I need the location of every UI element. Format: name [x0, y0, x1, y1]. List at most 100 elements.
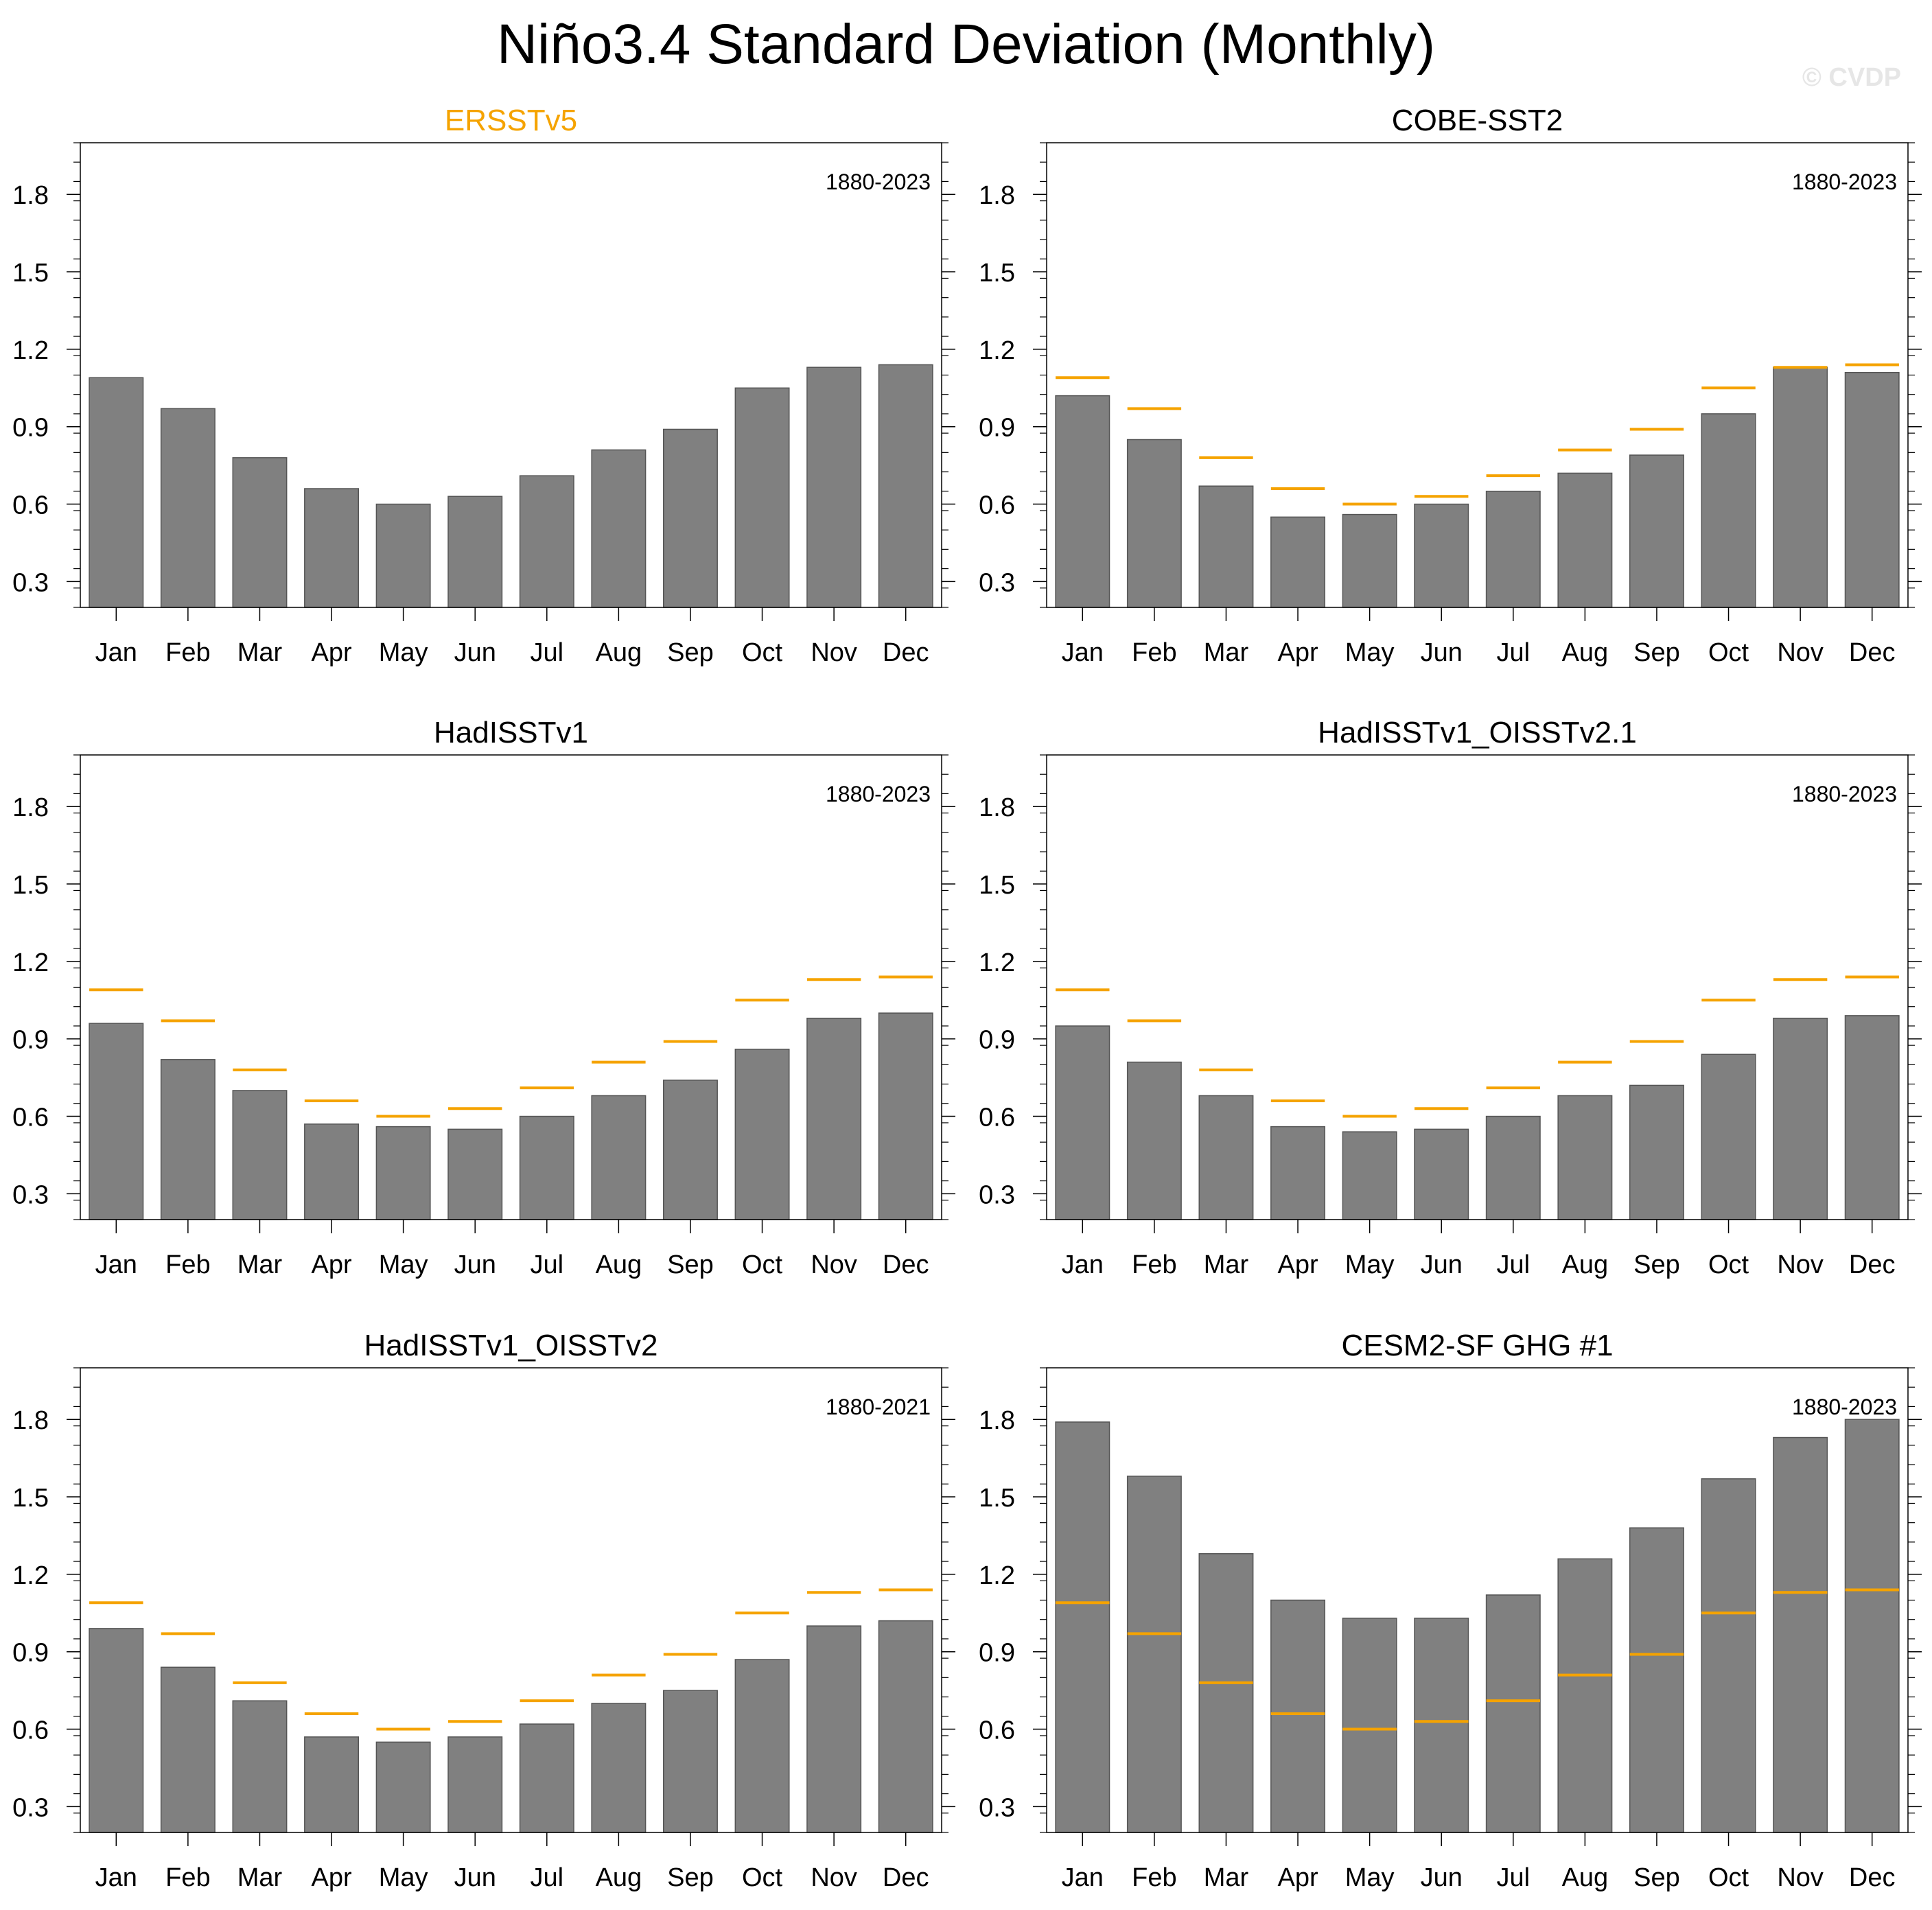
x-tick-label: Dec: [883, 638, 929, 667]
bar: [591, 449, 647, 608]
bar: [160, 1666, 216, 1833]
panel-title: HadISSTv1_OISSTv2: [364, 1329, 658, 1362]
bar: [1557, 1095, 1613, 1220]
bar: [1342, 1131, 1397, 1220]
x-tick-label: Jul: [1497, 1250, 1531, 1279]
bar: [304, 488, 360, 608]
x-tick-label: Jul: [531, 1250, 564, 1279]
y-tick-label: 0.9: [979, 1639, 1015, 1668]
bar: [1701, 1478, 1756, 1833]
bar: [232, 1700, 288, 1833]
y-tick-label: 0.6: [12, 491, 49, 520]
bar: [1629, 1527, 1684, 1833]
x-tick-label: May: [379, 1250, 428, 1279]
x-tick-label: Sep: [1633, 1250, 1680, 1279]
x-tick-label: Jan: [1062, 1250, 1104, 1279]
y-tick-label: 0.9: [12, 1639, 49, 1668]
bar: [806, 1625, 862, 1833]
bar: [1126, 439, 1182, 608]
x-tick-label: Dec: [1849, 1863, 1896, 1892]
bar: [1773, 1436, 1828, 1833]
y-tick-label: 0.9: [979, 414, 1015, 443]
bar: [89, 377, 144, 608]
period-label: 1880-2023: [1792, 170, 1897, 194]
bar: [1126, 1476, 1182, 1833]
x-tick-label: Dec: [1849, 638, 1896, 667]
bar: [1701, 413, 1756, 608]
bar: [1629, 454, 1684, 608]
x-tick-label: May: [1345, 638, 1395, 667]
x-tick-label: Apr: [311, 1250, 351, 1279]
bar: [519, 1115, 574, 1220]
bar: [1342, 513, 1397, 608]
chart-panel: HadISSTv1 0.3 0.6 0.9 1.2 1.5 1.8 Jan Feb Mar Apr M…: [12, 716, 955, 1279]
bar: [662, 428, 718, 608]
x-tick-label: May: [379, 638, 428, 667]
x-tick-label: Dec: [883, 1863, 929, 1892]
panel-title: ERSSTv5: [445, 104, 577, 137]
y-tick-label: 0.3: [979, 1793, 1015, 1822]
bar: [1270, 1126, 1326, 1220]
bar: [1126, 1061, 1182, 1220]
x-tick-label: Jun: [454, 638, 496, 667]
x-tick-label: Sep: [667, 1250, 714, 1279]
bar: [1629, 1084, 1684, 1220]
y-tick-label: 1.2: [979, 948, 1015, 977]
bar: [1485, 1115, 1541, 1220]
bar: [1414, 1128, 1469, 1220]
x-tick-label: Jul: [531, 638, 564, 667]
x-tick-label: Jul: [531, 1863, 564, 1892]
x-tick-label: Feb: [1132, 1250, 1176, 1279]
x-tick-label: Sep: [1633, 638, 1680, 667]
period-label: 1880-2021: [826, 1395, 931, 1419]
x-tick-label: Feb: [1132, 638, 1176, 667]
y-tick-label: 1.8: [12, 793, 49, 822]
period-label: 1880-2023: [826, 170, 931, 194]
x-tick-label: May: [1345, 1863, 1395, 1892]
panel-title: HadISSTv1_OISSTv2.1: [1318, 716, 1637, 749]
bar: [1773, 366, 1828, 608]
x-tick-label: Nov: [1777, 1863, 1824, 1892]
bar: [1055, 1421, 1110, 1833]
x-tick-label: Jan: [1062, 638, 1104, 667]
y-tick-label: 1.8: [12, 181, 49, 210]
x-tick-label: Oct: [742, 638, 783, 667]
bar: [1198, 485, 1254, 608]
bar: [806, 1017, 862, 1220]
x-tick-label: Apr: [311, 1863, 351, 1892]
bar: [519, 1723, 574, 1833]
x-tick-label: Oct: [742, 1863, 783, 1892]
y-tick-label: 1.2: [979, 336, 1015, 365]
bar: [878, 1620, 933, 1833]
bar: [591, 1095, 647, 1220]
x-tick-label: Aug: [1562, 1863, 1609, 1892]
bar: [89, 1628, 144, 1833]
y-tick-label: 0.9: [12, 414, 49, 443]
y-tick-label: 0.3: [979, 568, 1015, 597]
bar: [304, 1736, 360, 1833]
bar: [232, 457, 288, 608]
y-tick-label: 1.2: [12, 948, 49, 977]
y-tick-label: 1.5: [979, 871, 1015, 900]
x-tick-label: May: [1345, 1250, 1395, 1279]
x-tick-label: Apr: [1277, 1250, 1318, 1279]
x-tick-label: Jun: [454, 1250, 496, 1279]
y-tick-label: 0.3: [979, 1180, 1015, 1209]
bar: [1055, 1025, 1110, 1220]
y-tick-label: 1.5: [979, 1484, 1015, 1513]
y-tick-label: 1.5: [12, 1484, 49, 1513]
x-tick-label: Nov: [811, 1863, 857, 1892]
x-tick-label: Jan: [1062, 1863, 1104, 1892]
bar: [806, 366, 862, 608]
bar: [591, 1703, 647, 1833]
bar: [1844, 1015, 1900, 1220]
x-tick-label: Apr: [1277, 638, 1318, 667]
x-tick-label: Aug: [596, 1250, 642, 1279]
x-tick-label: Sep: [1633, 1863, 1680, 1892]
y-tick-label: 1.2: [12, 1561, 49, 1590]
y-tick-label: 1.5: [12, 871, 49, 900]
period-label: 1880-2023: [1792, 782, 1897, 806]
y-tick-label: 1.2: [12, 336, 49, 365]
y-tick-label: 1.8: [12, 1406, 49, 1435]
